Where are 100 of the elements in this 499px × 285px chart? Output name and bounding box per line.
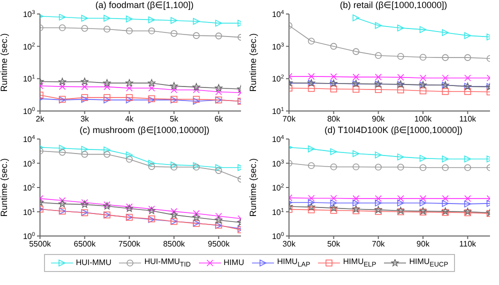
point: [170, 17, 178, 24]
point: [104, 94, 110, 101]
y-tick-label: 10$^{3}$: [22, 10, 35, 19]
x-tick-label: 90k: [372, 114, 386, 124]
point: [374, 208, 382, 215]
point: [374, 86, 382, 93]
point: [81, 14, 88, 22]
y-tick-label: 10$^{0}$: [272, 232, 284, 241]
point: [104, 14, 110, 22]
point: [104, 26, 110, 33]
point: [170, 162, 178, 168]
point: [81, 24, 88, 32]
point: [126, 156, 133, 163]
point: [374, 74, 382, 80]
point: [215, 20, 222, 27]
legend-label: HIMU$_{EUCP}$: [409, 257, 448, 269]
point: [330, 42, 338, 50]
point: [58, 144, 66, 152]
point: [308, 73, 315, 80]
point: [126, 16, 133, 22]
point: [464, 32, 472, 39]
x-tick-label: 7500k: [118, 240, 142, 249]
point: [330, 73, 338, 80]
point: [126, 152, 133, 158]
x-tick-label: 3k: [80, 114, 90, 124]
point: [126, 79, 134, 86]
x-tick-label: 100k: [414, 114, 433, 124]
point: [420, 195, 426, 202]
point: [192, 32, 200, 39]
point: [420, 26, 426, 33]
point: [214, 216, 222, 224]
point: [170, 86, 178, 94]
point: [464, 74, 472, 82]
point: [80, 78, 88, 85]
point: [420, 87, 426, 94]
y-tick-label: 10$^{2}$: [22, 184, 35, 192]
point: [126, 94, 133, 101]
y-tick-label: 10$^{0}$: [22, 232, 35, 241]
point: [442, 200, 449, 207]
point: [192, 214, 200, 221]
chart-title: (a) foodmart (β∈[1,100]): [94, 0, 195, 10]
point: [464, 88, 472, 95]
point: [374, 206, 382, 214]
point: [397, 200, 404, 206]
y-tick-label: 10$^{2}$: [22, 42, 35, 52]
chart-title: (d) T10I4D100K (β∈[1000,10000]): [323, 125, 464, 135]
point: [215, 88, 222, 96]
x-tick-label: 4k: [125, 114, 135, 124]
point: [464, 156, 472, 162]
point: [148, 84, 156, 92]
point: [442, 74, 449, 82]
point: [420, 74, 426, 82]
point: [352, 207, 360, 214]
point: [308, 162, 315, 169]
point: [374, 52, 382, 59]
point: [148, 28, 156, 34]
point: [442, 54, 449, 61]
point: [103, 79, 111, 86]
point: [192, 83, 200, 90]
point: [192, 210, 200, 217]
point: [192, 18, 200, 25]
point: [148, 16, 156, 24]
point: [330, 163, 338, 170]
legend-label: HUI-MMU: [76, 258, 112, 268]
point: [81, 199, 88, 206]
point: [308, 194, 315, 202]
point: [192, 86, 200, 94]
point: [214, 84, 222, 92]
point: [374, 164, 382, 171]
point: [464, 164, 472, 172]
legend-label: HIMU$_{LAP}$: [277, 257, 310, 269]
point: [397, 52, 404, 60]
point: [442, 88, 449, 95]
x-tick-label: 30k: [282, 240, 296, 249]
point: [308, 203, 316, 210]
point: [170, 211, 178, 218]
point: [330, 206, 338, 214]
y-tick-label: 10$^{1}$: [22, 74, 35, 84]
point: [464, 195, 472, 202]
point: [104, 96, 110, 104]
y-tick-label: 10$^{3}$: [272, 42, 284, 52]
x-tick-label: 5k: [170, 114, 180, 124]
x-tick-label: 50k: [327, 240, 342, 249]
x-tick-label: 80k: [327, 114, 342, 124]
point: [420, 200, 426, 206]
point: [81, 83, 88, 90]
point: [126, 96, 133, 104]
point: [374, 195, 382, 202]
point: [374, 200, 382, 206]
x-tick-label: 5500k: [29, 240, 52, 249]
point: [126, 28, 133, 34]
point: [420, 154, 426, 162]
x-tick-label: 9500k: [208, 240, 231, 249]
point: [352, 163, 360, 170]
point: [170, 30, 178, 37]
point: [81, 146, 88, 153]
y-axis-title: Runtime (sec.): [0, 158, 10, 217]
legend-label: HIMU$_{ELP}$: [343, 257, 376, 269]
point: [397, 195, 404, 202]
point: [352, 74, 360, 80]
